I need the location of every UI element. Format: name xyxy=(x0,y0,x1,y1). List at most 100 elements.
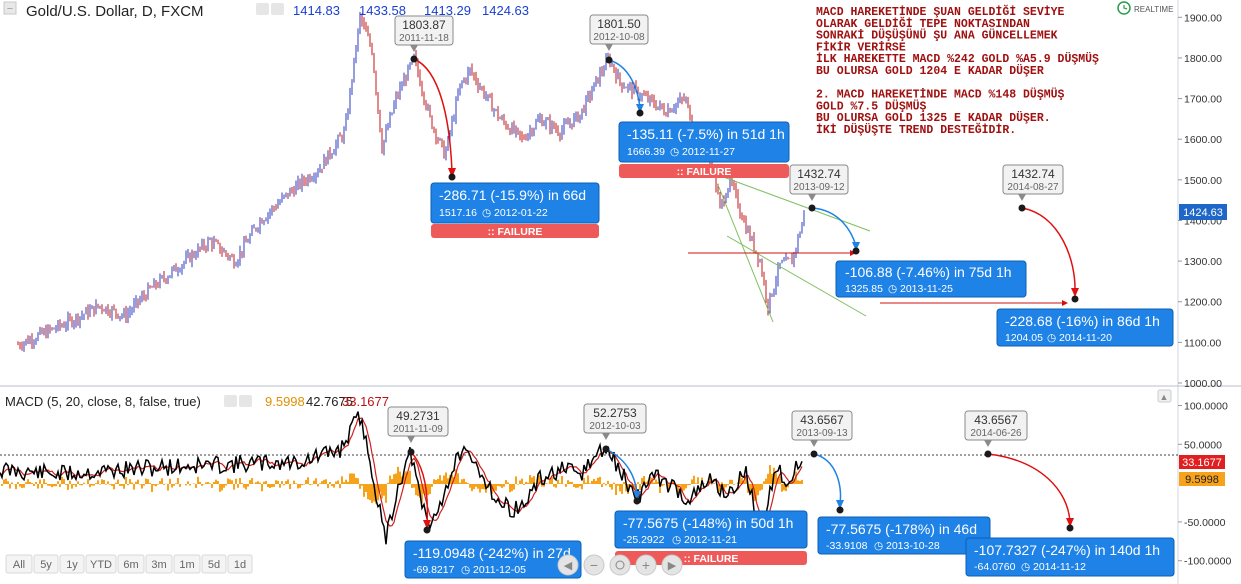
scroll-right-button[interactable] xyxy=(661,554,683,576)
settings-icon[interactable] xyxy=(271,3,284,15)
macd-arrow-2-head xyxy=(633,491,641,500)
mark-value: 1801.50 xyxy=(597,17,641,31)
maximize-icon[interactable] xyxy=(1157,389,1172,403)
macd-tick-label: -50.0000 xyxy=(1184,517,1226,529)
macd-arrow-3-head xyxy=(836,500,844,509)
callout-proj-1: -286.71 (-15.9%) in 66d 1517.16 ◷ 2012-0… xyxy=(430,182,600,238)
macd-dot-64 xyxy=(1066,524,1074,532)
zoom-in-button[interactable] xyxy=(635,554,657,576)
price-tick-label: 1100.00 xyxy=(1184,337,1221,349)
timeframe-button-1m[interactable] xyxy=(173,554,201,574)
macd-tick-label: 100.0000 xyxy=(1184,401,1228,413)
mark-value: 52.2753 xyxy=(593,406,637,420)
price-tag-text: 1424.63 xyxy=(1183,207,1223,219)
timeframe-button-5y[interactable] xyxy=(33,554,59,574)
annotation-line: FİKİR VERİRSE xyxy=(816,41,906,54)
mark-date: 2013-09-12 xyxy=(793,182,845,193)
timeframe-label: 3m xyxy=(151,559,166,571)
macd-tick-label: 50.0000 xyxy=(1184,439,1222,451)
callout-date: 2012-01-22 xyxy=(494,207,548,219)
macd-mark-box-43a: 43.6567 2013-09-13 xyxy=(791,410,853,447)
callout-date: 2014-11-12 xyxy=(1033,561,1086,573)
callout-date: 2014-11-20 xyxy=(1059,332,1112,344)
timeframe-button-1y[interactable] xyxy=(59,554,85,574)
callout-change: -106.88 (-7.46%) in 75d 1h xyxy=(845,264,1012,280)
reset-button[interactable] xyxy=(609,554,631,576)
arrow-proj-4-head xyxy=(1071,288,1079,297)
callout-target: 1666.39 xyxy=(627,146,665,158)
mark-value: 1803.87 xyxy=(402,18,446,32)
macd-arrow-4-head xyxy=(1066,518,1074,527)
macd-arrow-1 xyxy=(410,451,429,525)
callout-proj-2: -135.11 (-7.5%) in 51d 1h 1666.39 ◷ 2012… xyxy=(618,121,790,178)
mark-date: 2014-06-26 xyxy=(970,428,1022,439)
annotation-text: MACD HAREKETİNDE ŞUAN GELDİĞİ SEVİYEOLAR… xyxy=(816,5,1099,137)
price-tick-label: 1900.00 xyxy=(1184,12,1222,24)
timeframe-button-5d[interactable] xyxy=(201,554,227,574)
macd-dot-33 xyxy=(836,506,844,514)
macd-tag-text: 33.1677 xyxy=(1182,457,1222,469)
timeframe-label: 5d xyxy=(208,559,220,571)
failure-text: :: FAILURE xyxy=(684,553,739,565)
candles xyxy=(17,11,805,352)
callout-change: -119.0948 (-242%) in 27d xyxy=(413,545,571,561)
arrow-proj-1-head xyxy=(448,168,456,178)
macd-callout-4: -107.7327 (-247%) in 140d 1h -64.0760 ◷ … xyxy=(965,537,1175,577)
timeframe-button-all[interactable] xyxy=(5,554,33,574)
macd-tag xyxy=(1179,455,1225,469)
failure-badge xyxy=(431,224,599,238)
realtime-label: REALTIME xyxy=(1134,5,1173,14)
ohlc-high: 1433.58 xyxy=(359,3,406,18)
arrow-proj-2-head xyxy=(636,104,644,113)
annotation-line: SONRAKİ DÜŞÜŞÜNÜ ŞU ANA GÜNCELLEMEK xyxy=(816,30,1058,43)
clock-icon: ◷ xyxy=(874,540,883,552)
timeframe-button-6m[interactable] xyxy=(117,554,145,574)
timeframe-label: 6m xyxy=(123,559,138,571)
macd-callout-2: -77.5675 (-148%) in 50d 1h -25.2922 ◷ 20… xyxy=(614,510,808,565)
legend-buttons[interactable] xyxy=(256,3,284,15)
mark-value: 1432.74 xyxy=(1011,167,1055,181)
eye-icon[interactable] xyxy=(256,3,269,15)
price-projection-arrows xyxy=(410,55,1079,303)
price-tick-label: 1000.00 xyxy=(1184,378,1222,390)
chevron-left-icon: ◀ xyxy=(564,560,573,572)
annotation-line: İLK HAREKETTE MACD %242 GOLD %A5.9 DÜŞMÜ… xyxy=(816,53,1099,66)
mark-date: 2014-08-27 xyxy=(1007,182,1059,193)
price-tick-label: 1200.00 xyxy=(1184,297,1222,309)
scroll-left-button[interactable] xyxy=(557,554,579,576)
arrow-proj-2 xyxy=(608,59,641,109)
annotation-line: BU OLURSA GOLD 1325 E KADAR DÜŞER. xyxy=(816,112,1051,125)
symbol-title: Gold/U.S. Dollar, D, FXCM xyxy=(26,3,204,20)
eye-icon[interactable] xyxy=(224,395,237,407)
mark-value: 1432.74 xyxy=(797,167,841,181)
mark-box-1803: 1803.87 2011-11-18 xyxy=(394,15,454,52)
clock-icon: ◷ xyxy=(1047,332,1056,344)
collapse-icon[interactable] xyxy=(3,1,17,15)
timeframe-button-3m[interactable] xyxy=(145,554,173,574)
macd-projection-arrows xyxy=(407,445,1074,534)
price-axis: 1900.001800.001700.001600.001500.001400.… xyxy=(1178,12,1222,390)
macd-dot-49 xyxy=(407,448,415,456)
failure-text: :: FAILURE xyxy=(488,226,543,238)
price-callouts: -286.71 (-15.9%) in 66d 1517.16 ◷ 2012-0… xyxy=(430,121,1174,347)
zoom-out-button[interactable] xyxy=(583,554,605,576)
hist-tag-text: 9.5998 xyxy=(1185,474,1219,486)
callout-change: -135.11 (-7.5%) in 51d 1h xyxy=(627,126,785,142)
arrow-proj-3-head xyxy=(852,242,860,251)
timeframe-button-ytd[interactable] xyxy=(85,554,117,574)
timeframe-button-1d[interactable] xyxy=(227,554,253,574)
macd-dot-43b xyxy=(984,450,992,458)
macd-dot-69 xyxy=(423,526,431,534)
target-dot-1325 xyxy=(852,247,860,255)
macd-callouts: -119.0948 (-242%) in 27d -69.8217 ◷ 2011… xyxy=(404,510,1175,579)
callout-target: -25.2922 xyxy=(623,534,665,546)
macd-arrow-4 xyxy=(987,453,1071,523)
clock-icon: ◷ xyxy=(1021,561,1030,573)
settings-icon[interactable] xyxy=(239,395,252,407)
realtime-icon xyxy=(1117,1,1131,15)
mark-date: 2012-10-08 xyxy=(593,32,645,43)
annotation-line: OLARAK GELDİĞİ TEPE NOKTASINDAN xyxy=(816,17,1030,31)
realtime-clock-hands xyxy=(1123,5,1128,10)
ohlc-close: 1424.63 xyxy=(482,3,529,18)
